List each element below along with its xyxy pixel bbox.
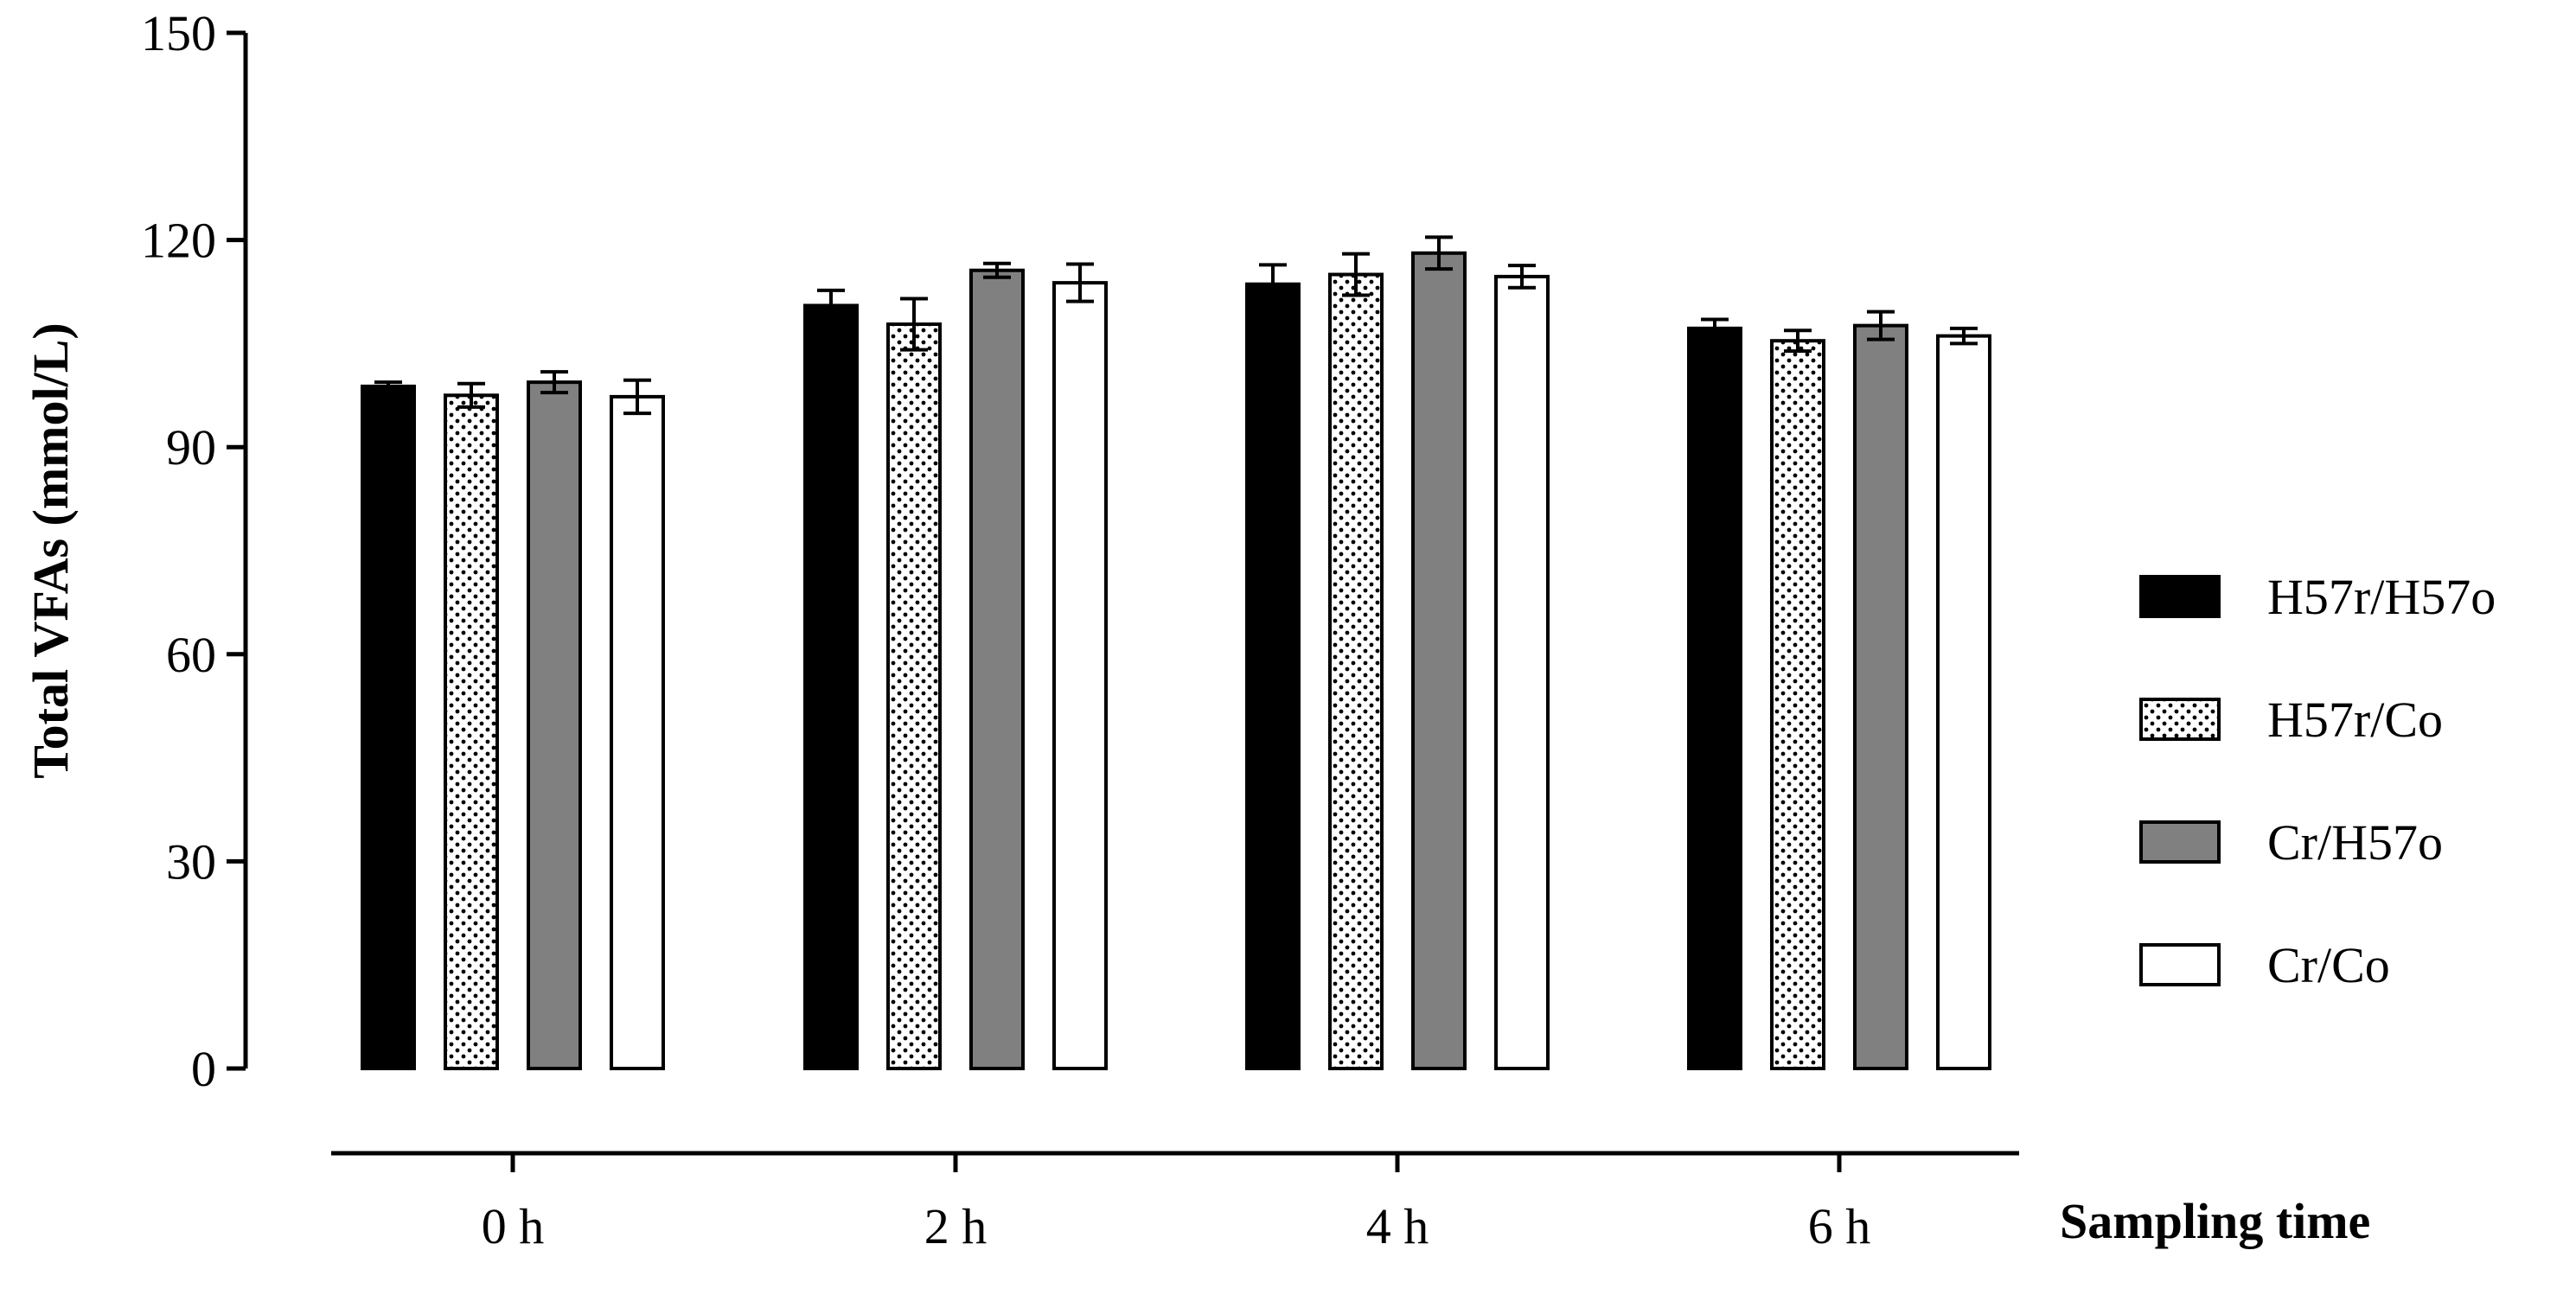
bar-h57r-co-2h <box>886 322 942 1070</box>
y-tick-label: 120 <box>141 213 216 269</box>
bar-h57r-h57o-2h <box>803 303 859 1070</box>
x-ticks: 0 h 2 h 4 h 6 h <box>482 1153 1871 1254</box>
legend: H57r/H57o H57r/Co Cr/H57o Cr/Co <box>2139 569 2496 993</box>
y-tick-label: 60 <box>166 627 216 683</box>
bar-cr-co-6h <box>1936 334 1991 1070</box>
error-bar <box>1508 264 1536 290</box>
bars <box>361 251 1991 1071</box>
error-bar <box>1066 262 1094 303</box>
legend-swatch <box>2139 820 2221 864</box>
legend-item: Cr/Co <box>2139 937 2390 993</box>
y-tick-label: 90 <box>166 419 216 475</box>
bar-cr-h57o-6h <box>1853 323 1908 1071</box>
error-bar <box>1701 317 1729 340</box>
error-bar <box>457 381 485 409</box>
y-tick-label: 0 <box>191 1041 216 1097</box>
bar-h57r-h57o-0h <box>361 384 416 1070</box>
bar-cr-h57o-0h <box>527 380 582 1071</box>
legend-label: Cr/Co <box>2267 937 2390 993</box>
x-tick-label: 2 h <box>924 1198 988 1254</box>
legend-item: Cr/H57o <box>2139 814 2443 871</box>
axes <box>243 33 2019 1156</box>
error-bar <box>1867 309 1895 341</box>
bar-h57r-h57o-4h <box>1245 282 1301 1070</box>
bar-cr-co-0h <box>610 394 665 1070</box>
error-bar <box>623 378 651 416</box>
bar-h57r-h57o-6h <box>1687 326 1742 1070</box>
error-bar <box>900 297 928 352</box>
error-bar <box>540 370 568 395</box>
legend-swatch <box>2139 575 2221 618</box>
bar-cr-h57o-2h <box>969 268 1025 1070</box>
legend-item: H57r/H57o <box>2139 569 2496 625</box>
bar-h57r-co-4h <box>1328 272 1384 1070</box>
bar-cr-h57o-4h <box>1411 251 1467 1070</box>
x-tick-label: 0 h <box>482 1198 545 1254</box>
error-bar <box>1950 326 1978 346</box>
x-tick-label: 6 h <box>1808 1198 1871 1254</box>
bar-h57r-co-0h <box>444 393 499 1070</box>
error-bar <box>374 380 402 392</box>
legend-label: H57r/Co <box>2267 692 2443 748</box>
error-bar <box>983 261 1011 279</box>
error-bar <box>1784 329 1812 354</box>
x-tick-label: 4 h <box>1366 1198 1429 1254</box>
error-bar <box>1259 263 1287 306</box>
bar-cr-co-4h <box>1494 274 1550 1070</box>
error-bar <box>1342 252 1370 297</box>
y-tick-label: 30 <box>166 833 216 890</box>
legend-item: H57r/Co <box>2139 692 2443 748</box>
error-bars <box>374 235 1978 416</box>
x-axis-title: Sampling time <box>2060 1193 2370 1249</box>
bar-h57r-co-6h <box>1770 339 1825 1070</box>
y-axis-title: Total VFAs (mmol/L) <box>22 322 79 778</box>
error-bar <box>1425 235 1453 271</box>
legend-swatch <box>2139 943 2221 986</box>
legend-label: H57r/H57o <box>2267 569 2496 625</box>
legend-swatch <box>2139 698 2221 741</box>
y-tick-label: 150 <box>141 5 216 61</box>
error-bar <box>817 288 845 323</box>
bar-cr-co-2h <box>1052 281 1108 1071</box>
y-ticks: 0 30 60 90 120 150 <box>141 5 246 1097</box>
legend-label: Cr/H57o <box>2267 814 2443 871</box>
